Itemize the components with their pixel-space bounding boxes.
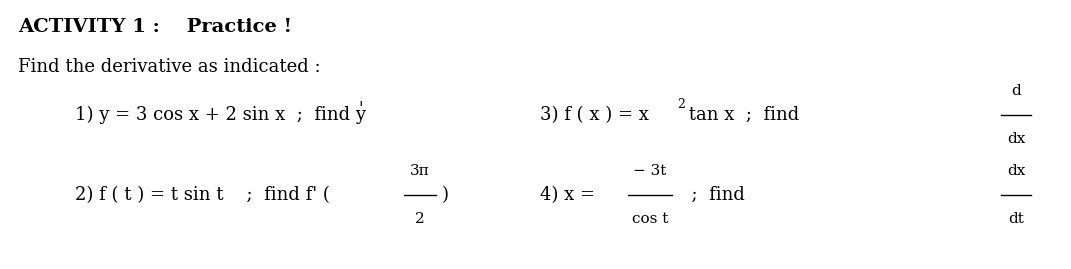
Text: tan x  ;  find: tan x ; find bbox=[683, 106, 805, 124]
Text: cos t: cos t bbox=[632, 212, 668, 226]
Text: 3) f ( x ) = x: 3) f ( x ) = x bbox=[540, 106, 649, 124]
Text: dt: dt bbox=[1008, 212, 1024, 226]
Text: dx: dx bbox=[1007, 132, 1025, 146]
Text: 2: 2 bbox=[416, 212, 425, 226]
Text: ;  find: ; find bbox=[680, 186, 751, 204]
Text: 2) f ( t ) = t sin t    ;  find f' (: 2) f ( t ) = t sin t ; find f' ( bbox=[75, 186, 330, 204]
Text: ACTIVITY 1 :    Practice !: ACTIVITY 1 : Practice ! bbox=[18, 18, 292, 36]
Text: 2: 2 bbox=[677, 98, 684, 111]
Text: 1) y = 3 cos x + 2 sin x  ;  find y: 1) y = 3 cos x + 2 sin x ; find y bbox=[75, 106, 366, 124]
Text: ': ' bbox=[358, 100, 362, 116]
Text: dx: dx bbox=[1007, 164, 1025, 178]
Text: − 3t: − 3t bbox=[633, 164, 666, 178]
Text: Find the derivative as indicated :: Find the derivative as indicated : bbox=[18, 58, 320, 76]
Text: ): ) bbox=[442, 186, 449, 204]
Text: d: d bbox=[1011, 84, 1021, 98]
Text: 4) x =: 4) x = bbox=[540, 186, 601, 204]
Text: 3π: 3π bbox=[410, 164, 429, 178]
